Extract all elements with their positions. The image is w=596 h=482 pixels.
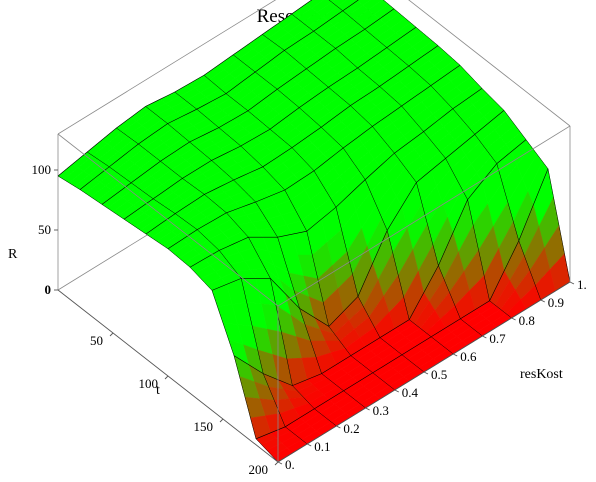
z-axis: 0 50 100	[32, 162, 58, 297]
reskost-tick	[423, 371, 429, 375]
reskost-tick	[540, 299, 546, 303]
t-tick-label: 100	[139, 376, 159, 391]
mesh-line	[383, 0, 571, 283]
mesh-line	[174, 91, 395, 391]
t-tick	[164, 375, 169, 380]
reskost-tick-label: 0.1	[314, 439, 330, 454]
reskost-tick	[511, 317, 516, 321]
mesh-line	[145, 106, 366, 409]
box-edge	[408, 0, 571, 127]
reskost-tick	[336, 425, 341, 429]
reskost-tick	[365, 407, 370, 411]
reskost-tick-label: 0.4	[402, 385, 419, 400]
reskost-tick	[482, 335, 487, 339]
z-tick-label: 50	[38, 222, 51, 237]
mesh-line	[233, 54, 454, 355]
reskost-tick	[277, 461, 283, 465]
x-axis-label: t	[156, 383, 160, 398]
z-tick-label: 0	[45, 282, 52, 297]
box-edge	[57, 0, 277, 135]
z-tick-label: 100	[32, 162, 52, 177]
reskost-tick-label: 0.6	[460, 349, 477, 364]
box-edge	[57, 133, 279, 307]
reskost-tick-label: 1.	[577, 277, 587, 292]
t-tick	[274, 461, 279, 466]
t-tick	[219, 418, 224, 423]
reskost-tick-label: 0.7	[489, 331, 506, 346]
reskost-axis: 0. 0.1 0.2 0.3 0.4 0.5 0.6 0.7 0.8 0.9 1.	[277, 277, 587, 472]
mesh-line	[328, 0, 542, 301]
t-tick-label: 50	[90, 333, 103, 348]
mesh-line	[262, 34, 483, 337]
t-tick	[109, 332, 114, 337]
z-axis-label: R	[8, 247, 18, 262]
mesh-line	[203, 75, 425, 373]
box-edge	[277, 125, 571, 307]
mesh-line	[291, 13, 512, 319]
y-axis-label: resKost	[520, 367, 563, 382]
t-tick-label: 200	[249, 462, 269, 477]
reskost-tick	[394, 389, 400, 393]
reskost-tick-label: 0.	[285, 457, 295, 472]
surface	[57, 0, 571, 463]
t-axis: 50 100 150 200	[90, 332, 279, 477]
reskost-tick-label: 0.2	[343, 421, 359, 436]
reskost-tick-label: 0.5	[431, 367, 447, 382]
reskost-tick-label: 0.9	[548, 295, 564, 310]
reskost-tick	[306, 443, 312, 447]
reskost-tick	[569, 281, 575, 285]
reskost-tick	[452, 353, 458, 357]
reskost-tick-label: 0.3	[373, 403, 389, 418]
mesh-line	[57, 175, 279, 463]
mesh-line	[116, 127, 337, 427]
reskost-tick-label: 0.8	[519, 313, 535, 328]
mesh-line	[87, 151, 308, 445]
t-tick-label: 150	[194, 419, 214, 434]
